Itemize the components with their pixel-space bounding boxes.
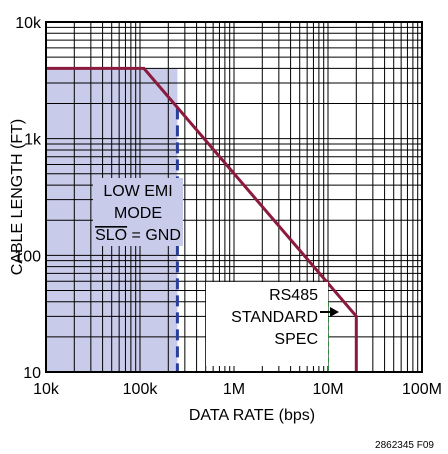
x-tick-label: 10M <box>312 381 343 398</box>
y-tick-labels: 10 100 1k 10k <box>14 15 42 382</box>
low-emi-label-line1: LOW EMI <box>103 183 172 200</box>
x-tick-label: 100k <box>123 381 159 398</box>
low-emi-label-bg <box>93 178 183 246</box>
x-tick-label: 10k <box>33 381 60 398</box>
rs485-label-bg <box>206 282 328 366</box>
x-tick-label: 100M <box>402 381 442 398</box>
plot-frame <box>45 21 423 373</box>
slo-overline-text: SLO <box>95 227 127 244</box>
x-tick-label: 1M <box>223 381 245 398</box>
y-tick-label: 100 <box>14 248 41 265</box>
low-emi-label-line3: SLO = GND <box>95 227 181 244</box>
figure-id: 2862345 F09 <box>375 440 434 451</box>
slo-rest-text: = GND <box>127 227 181 244</box>
rs485-arrow-head <box>330 307 339 317</box>
y-axis-title: CABLE LENGTH (FT) <box>9 119 26 275</box>
rs485-label-line3: SPEC <box>274 331 318 348</box>
x-axis-title: DATA RATE (bps) <box>189 407 315 424</box>
x-tick-labels: 10k 100k 1M 10M 100M <box>33 381 442 398</box>
y-tick-label: 10 <box>23 365 41 382</box>
series-line-cable-length <box>46 66 358 372</box>
y-tick-label: 1k <box>24 132 42 149</box>
rs485-label-line1: RS485 <box>269 287 318 304</box>
rs485-label-line2: STANDARD <box>231 309 318 326</box>
y-tick-label: 10k <box>15 15 42 32</box>
low-emi-label-line2: MODE <box>114 205 162 222</box>
